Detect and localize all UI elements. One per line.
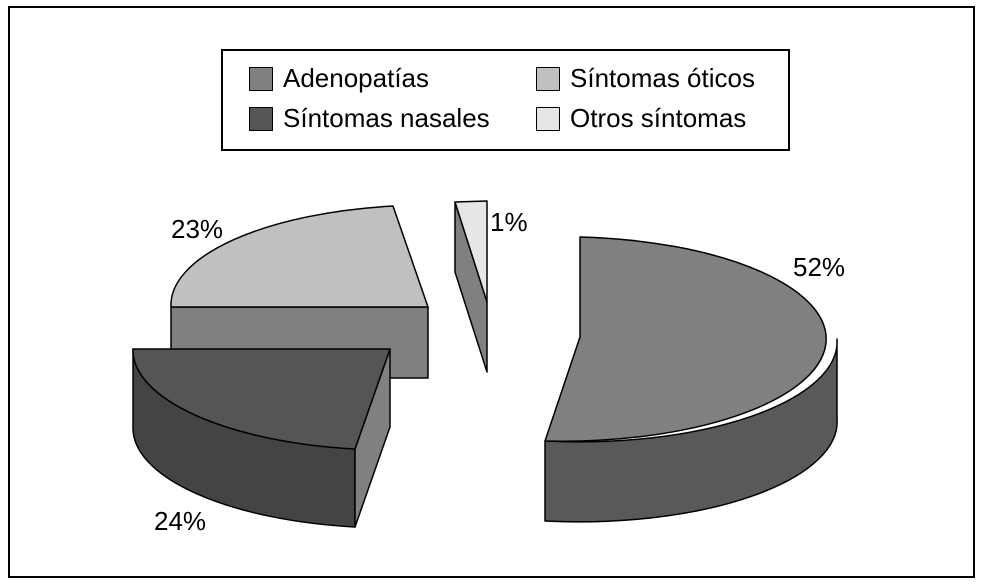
legend-label: Adenopatías <box>283 63 430 93</box>
legend: Adenopatías Síntomas óticos Síntomas nas… <box>221 49 790 151</box>
pct-label-otros-sintomas: 1% <box>490 207 528 237</box>
legend-label: Síntomas óticos <box>570 63 755 93</box>
legend-item-sintomas-nasales: Síntomas nasales <box>249 103 490 134</box>
legend-swatch <box>249 106 273 131</box>
legend-label: Síntomas nasales <box>283 103 490 133</box>
legend-swatch <box>249 66 273 91</box>
pie-slice-adenopatias <box>544 236 827 442</box>
pie-slice-otros-sintomas <box>454 200 488 303</box>
legend-item-adenopatias: Adenopatías <box>249 63 429 94</box>
legend-item-otros-sintomas: Otros síntomas <box>536 103 746 134</box>
legend-item-sintomas-oticos: Síntomas óticos <box>536 63 755 94</box>
legend-swatch <box>536 106 560 131</box>
pie-slice-sintomas-oticos <box>170 205 429 308</box>
pie-slice-sintomas-nasales <box>132 348 391 450</box>
legend-label: Otros síntomas <box>570 103 747 133</box>
pct-label-adenopatias: 52% <box>793 252 845 282</box>
pct-label-sintomas-oticos: 23% <box>171 214 223 244</box>
legend-swatch <box>536 66 560 91</box>
pct-label-sintomas-nasales: 24% <box>154 506 206 536</box>
pie-slice-adenopatias-side <box>544 338 838 523</box>
